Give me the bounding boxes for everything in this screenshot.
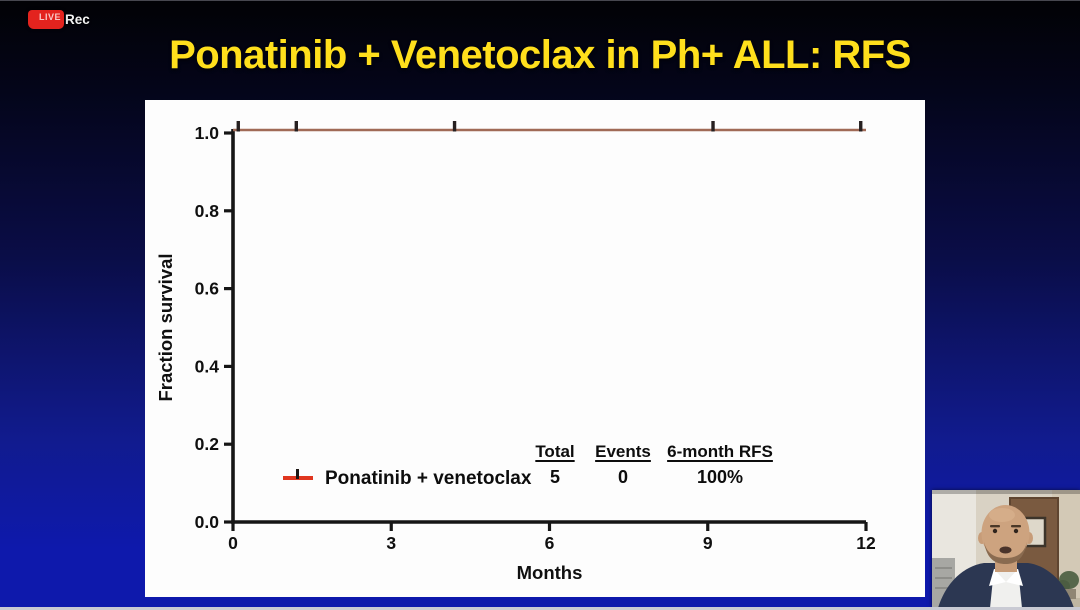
summary-col-total: Total 5 bbox=[520, 442, 590, 488]
x-tick-label: 0 bbox=[228, 533, 238, 553]
slide-title: Ponatinib + Venetoclax in Ph+ ALL: RFS bbox=[169, 33, 911, 77]
webcam-person bbox=[938, 505, 1074, 608]
y-tick-label: 0.2 bbox=[195, 434, 220, 454]
legend-censor-tick-icon bbox=[296, 469, 299, 479]
recording-indicator: LIVE Rec bbox=[28, 10, 90, 29]
webcam-video-tile[interactable] bbox=[932, 490, 1080, 608]
bottom-edge-line bbox=[0, 607, 1080, 610]
summary-table: Total 5 Events 0 6-month RFS 100% bbox=[520, 442, 784, 488]
webcam-scene bbox=[932, 490, 1080, 608]
y-axis-title: Fraction survival bbox=[155, 253, 176, 401]
x-tick-label: 12 bbox=[856, 533, 876, 553]
top-edge-line bbox=[0, 0, 1080, 1]
y-tick-label: 0.4 bbox=[195, 356, 220, 376]
kaplan-meier-chart: 0.0 0.2 0.4 0.6 0.8 1.0 0 3 6 9 12 Months Fraction s… bbox=[155, 121, 876, 583]
y-tick-label: 0.8 bbox=[195, 201, 220, 221]
summary-value-6-month-rfs: 100% bbox=[696, 467, 744, 487]
summary-header-total: Total bbox=[535, 442, 575, 461]
x-axis-title: Months bbox=[517, 562, 583, 583]
legend-line-with-censor-icon bbox=[283, 469, 313, 480]
recording-label: Rec bbox=[65, 12, 90, 27]
x-tick-label: 6 bbox=[545, 533, 555, 553]
summary-col-events: Events 0 bbox=[590, 442, 656, 488]
x-tick-label: 9 bbox=[703, 533, 713, 553]
summary-value-events: 0 bbox=[617, 467, 628, 487]
summary-header-6-month-rfs: 6-month RFS bbox=[667, 442, 773, 461]
summary-value-total: 5 bbox=[549, 467, 560, 487]
y-tick-label: 0.0 bbox=[195, 512, 220, 532]
recording-badge-label: LIVE bbox=[38, 12, 61, 22]
chart-legend: Ponatinib + venetoclax bbox=[283, 464, 531, 490]
y-tick-label: 0.6 bbox=[195, 279, 220, 299]
legend-series-label: Ponatinib + venetoclax bbox=[325, 468, 532, 489]
summary-header-events: Events bbox=[595, 442, 651, 461]
recording-badge-icon: LIVE bbox=[28, 10, 64, 29]
x-tick-label: 3 bbox=[386, 533, 396, 553]
y-tick-label: 1.0 bbox=[195, 123, 220, 143]
slide-chart-panel: 0.0 0.2 0.4 0.6 0.8 1.0 0 3 6 9 12 Months Fraction s… bbox=[145, 100, 925, 597]
summary-col-rfs: 6-month RFS 100% bbox=[656, 442, 784, 488]
